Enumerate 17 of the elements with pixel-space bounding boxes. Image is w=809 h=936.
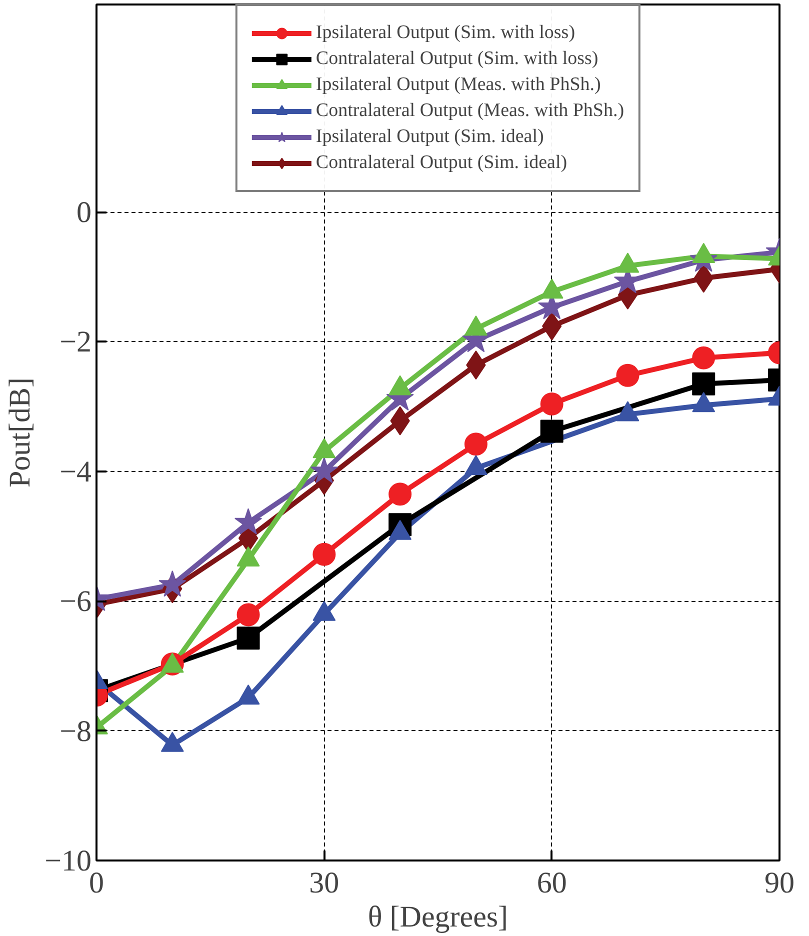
legend-label: Ipsilateral Output (Sim. with loss) — [316, 21, 576, 45]
y-tick-label: −10 — [44, 844, 92, 878]
y-axis-title: Pout[dB] — [4, 377, 37, 488]
x-tick-label: 30 — [309, 866, 340, 900]
legend-label: Contralateral Output (Meas. with PhSh.) — [316, 99, 624, 123]
y-tick-label: 0 — [76, 196, 92, 230]
legend-label: Ipsilateral Output (Meas. with PhSh.) — [316, 73, 601, 97]
y-tick-label: −6 — [60, 585, 92, 618]
y-tick-label: −4 — [60, 455, 92, 488]
legend-label: Contralateral Output (Sim. with loss) — [316, 47, 598, 71]
legend-label: Ipsilateral Output (Sim. ideal) — [316, 125, 544, 149]
x-tick-label: 90 — [764, 866, 794, 900]
legend-label: Contralateral Output (Sim. ideal) — [316, 151, 568, 175]
y-tick-label: −2 — [60, 326, 92, 359]
x-tick-label: 60 — [536, 866, 567, 900]
y-tick-label: −8 — [60, 714, 92, 748]
x-axis-title: θ [Degrees] — [368, 900, 508, 934]
